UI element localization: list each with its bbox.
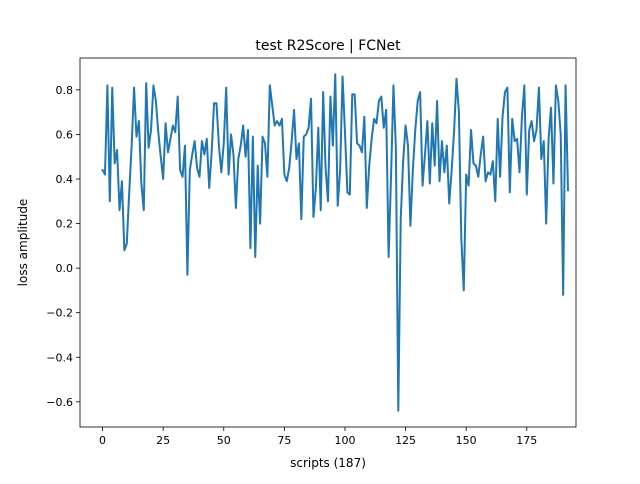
y-axis-ticks: −0.6 −0.4 −0.2 0.0 0.2 0.4 0.6 0.8 (46, 84, 80, 409)
series-line-0 (101, 73, 570, 412)
x-tick-label: 150 (456, 434, 477, 447)
x-tick-label: 0 (99, 434, 106, 447)
y-tick-label: −0.2 (46, 307, 73, 320)
y-tick-label: 0.0 (56, 262, 74, 275)
x-tick-label: 50 (217, 434, 231, 447)
y-tick-label: 0.8 (56, 84, 74, 97)
plot-frame (79, 57, 577, 428)
y-tick-label: 0.6 (56, 128, 74, 141)
y-tick-label: 0.4 (56, 173, 74, 186)
x-axis-ticks: 0 25 50 75 100 125 150 175 (99, 427, 537, 447)
y-axis-label: loss amplitude (16, 199, 30, 287)
x-tick-label: 100 (334, 434, 355, 447)
x-tick-label: 75 (277, 434, 291, 447)
chart-title: test R2Score | FCNet (255, 38, 401, 54)
y-tick-label: 0.2 (56, 218, 74, 231)
y-tick-label: −0.4 (46, 351, 73, 364)
x-tick-label: 125 (395, 434, 416, 447)
y-tick-label: −0.6 (46, 396, 73, 409)
series-layer (101, 73, 570, 412)
x-axis-label: scripts (187) (290, 456, 366, 470)
x-tick-label: 25 (156, 434, 170, 447)
x-tick-label: 175 (516, 434, 537, 447)
